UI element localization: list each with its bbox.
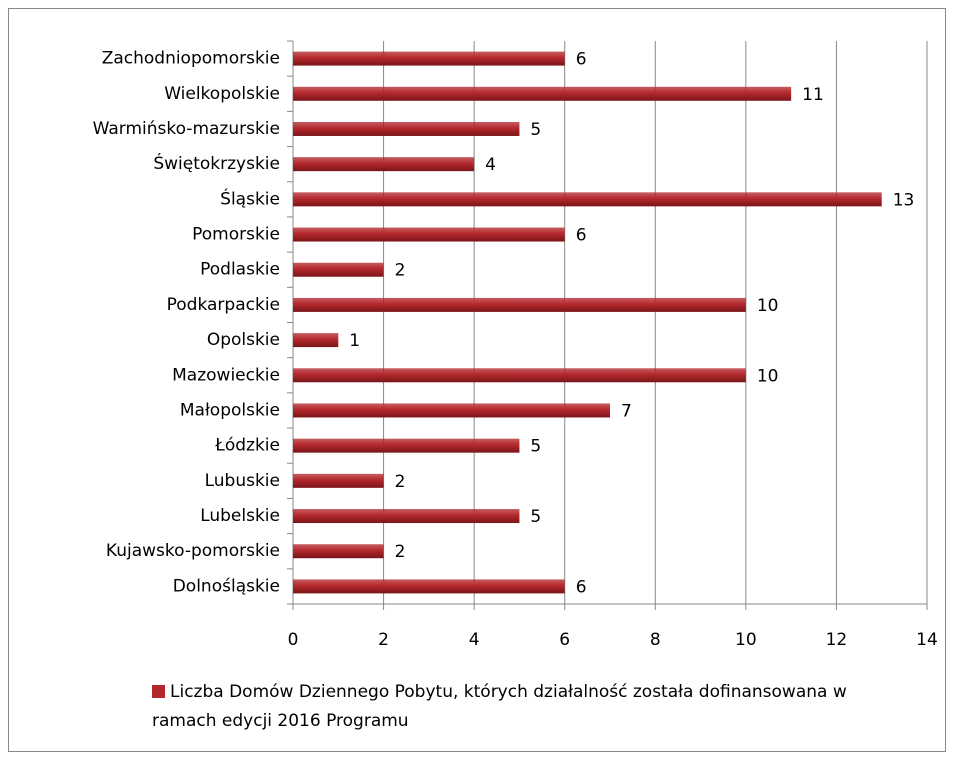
bar <box>293 157 475 172</box>
y-tick-label: Świętokrzyskie <box>153 152 280 174</box>
data-label: 10 <box>757 296 779 316</box>
y-tick-label: Kujawsko-pomorskie <box>106 541 280 561</box>
data-label: 2 <box>395 261 406 281</box>
data-label: 4 <box>485 155 496 175</box>
bar <box>293 473 384 488</box>
x-tick-label: 14 <box>916 630 938 650</box>
x-tick-label: 4 <box>469 630 480 650</box>
bar <box>293 333 339 348</box>
x-tick-label: 0 <box>288 630 299 650</box>
bar <box>293 262 384 277</box>
bar <box>293 438 520 453</box>
data-label: 6 <box>576 226 587 246</box>
y-tick-label: Lubuskie <box>205 471 280 491</box>
y-tick-label: Łódzkie <box>214 436 280 456</box>
legend-label: Liczba Domów Dziennego Pobytu, których d… <box>152 682 847 731</box>
y-tick-label: Warmińsko-mazurskie <box>93 119 280 139</box>
data-label: 5 <box>530 120 541 140</box>
y-tick-label: Podkarpackie <box>167 295 280 315</box>
x-tick-label: 10 <box>735 630 757 650</box>
bar <box>293 403 610 418</box>
y-tick-label: Śląskie <box>220 187 280 209</box>
bar <box>293 192 882 207</box>
y-tick-label: Podlaskie <box>200 260 280 280</box>
y-tick-label: Opolskie <box>207 330 280 350</box>
bar <box>293 579 565 594</box>
legend-swatch <box>152 685 165 698</box>
x-tick-label: 6 <box>559 630 570 650</box>
bar <box>293 86 792 101</box>
y-tick-label: Małopolskie <box>180 400 280 420</box>
bar <box>293 368 746 383</box>
y-tick-label: Mazowieckie <box>172 365 280 385</box>
data-label: 11 <box>802 85 824 105</box>
x-tick-label: 2 <box>378 630 389 650</box>
y-tick-label: Wielkopolskie <box>164 84 280 104</box>
data-label: 10 <box>757 366 779 386</box>
bar <box>293 509 520 524</box>
bar <box>293 121 520 136</box>
data-label: 5 <box>530 437 541 457</box>
bar <box>293 297 746 312</box>
data-label: 1 <box>349 331 360 351</box>
data-label: 7 <box>621 401 632 421</box>
data-label: 2 <box>395 472 406 492</box>
x-tick-label: 12 <box>826 630 848 650</box>
bar <box>293 544 384 559</box>
data-label: 13 <box>893 190 915 210</box>
legend: Liczba Domów Dziennego Pobytu, których d… <box>152 678 872 736</box>
data-label: 2 <box>395 542 406 562</box>
bar <box>293 227 565 242</box>
data-label: 6 <box>576 50 587 70</box>
x-tick-label: 8 <box>650 630 661 650</box>
data-label: 5 <box>530 507 541 527</box>
data-label: 6 <box>576 577 587 597</box>
y-tick-label: Zachodniopomorskie <box>102 49 280 69</box>
bar <box>293 51 565 66</box>
y-tick-label: Dolnośląskie <box>173 576 280 596</box>
y-tick-label: Lubelskie <box>200 506 280 526</box>
y-tick-label: Pomorskie <box>192 225 280 245</box>
